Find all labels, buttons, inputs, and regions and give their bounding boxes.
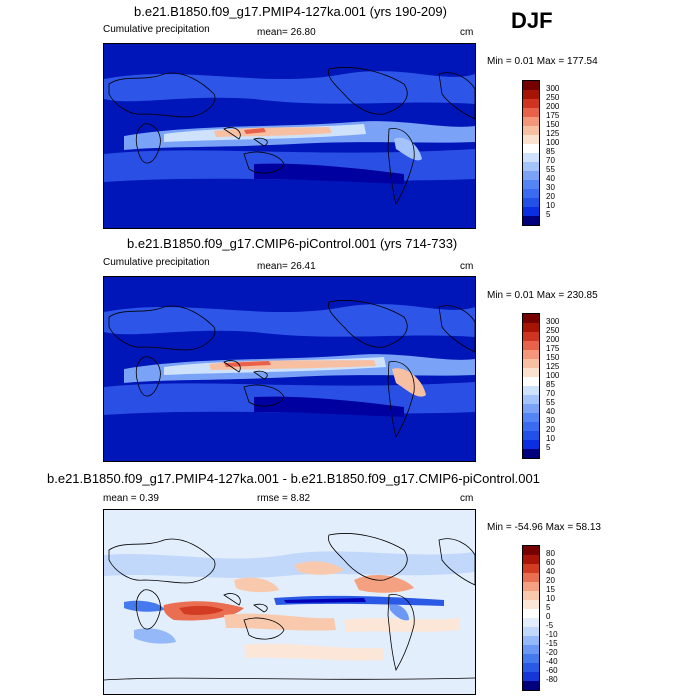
colorbar-tick-label: -10 [546, 630, 558, 639]
colorbar-tick-label: 20 [546, 576, 555, 585]
panel-3-colorbar-labels: 80 60 40 20 15 10 5 0 -5 -10 -15 -20 -40… [546, 550, 576, 690]
colorbar-tick-label: 100 [546, 371, 560, 380]
colorbar-tick-label: 175 [546, 111, 560, 120]
colorbar-tick-label: 125 [546, 129, 560, 138]
colorbar-tick-label: 10 [546, 594, 555, 603]
colorbar-tick-label: 10 [546, 201, 555, 210]
panel-3-difference-map [103, 509, 476, 695]
panel-2-left-label: Cumulative precipitation [103, 257, 210, 268]
colorbar-tick-label: 300 [546, 84, 560, 93]
colorbar-tick-label: 10 [546, 434, 555, 443]
colorbar-tick-label: 40 [546, 407, 555, 416]
panel-1-units: cm [460, 27, 474, 38]
colorbar-tick-label: 0 [546, 612, 551, 621]
panel-3-units: cm [460, 493, 474, 504]
panel-2-colorbar [522, 313, 540, 459]
panel-1-minmax: Min = 0.01 Max = 177.54 [487, 56, 598, 67]
colorbar-tick-label: 5 [546, 603, 551, 612]
panel-2-colorbar-labels: 300 250 200 175 150 125 100 85 70 55 40 … [546, 318, 576, 458]
panel-1-title: b.e21.B1850.f09_g17.PMIP4-127ka.001 (yrs… [134, 4, 447, 19]
colorbar-tick-label: 15 [546, 585, 555, 594]
colorbar-tick-label: 70 [546, 156, 555, 165]
colorbar-tick-label: 40 [546, 567, 555, 576]
colorbar-tick-label: 150 [546, 353, 560, 362]
panel-2-mean: mean= 26.41 [257, 261, 316, 272]
colorbar-tick-label: 85 [546, 147, 555, 156]
panel-1-precip-map [103, 43, 476, 229]
colorbar-tick-label: 5 [546, 210, 551, 219]
season-label: DJF [511, 8, 553, 33]
colorbar-tick-label: 5 [546, 443, 551, 452]
colorbar-tick-label: 250 [546, 93, 560, 102]
panel-3-mean: mean = 0.39 [103, 493, 159, 504]
colorbar-tick-label: 20 [546, 192, 555, 201]
colorbar-tick-label: 85 [546, 380, 555, 389]
colorbar-tick-label: 55 [546, 165, 555, 174]
colorbar-tick-label: 300 [546, 317, 560, 326]
colorbar-tick-label: 55 [546, 398, 555, 407]
colorbar-tick-label: 150 [546, 120, 560, 129]
colorbar-tick-label: 100 [546, 138, 560, 147]
colorbar-tick-label: 175 [546, 344, 560, 353]
colorbar-tick-label: 30 [546, 183, 555, 192]
panel-1-colorbar [522, 80, 540, 226]
colorbar-tick-label: -40 [546, 657, 558, 666]
colorbar-tick-label: -60 [546, 666, 558, 675]
colorbar-tick-label: -80 [546, 675, 558, 684]
panel-3-title: b.e21.B1850.f09_g17.PMIP4-127ka.001 - b.… [47, 471, 540, 486]
colorbar-tick-label: 30 [546, 416, 555, 425]
panel-2-units: cm [460, 261, 474, 272]
colorbar-tick-label: 20 [546, 425, 555, 434]
panel-2-title: b.e21.B1850.f09_g17.CMIP6-piControl.001 … [127, 236, 458, 251]
panel-2-minmax: Min = 0.01 Max = 230.85 [487, 290, 598, 301]
colorbar-tick-label: 250 [546, 326, 560, 335]
panel-1-colorbar-labels: 300 250 200 175 150 125 100 85 70 55 40 … [546, 85, 576, 225]
colorbar-tick-label: 80 [546, 549, 555, 558]
panel-3-rmse: rmse = 8.82 [257, 493, 311, 504]
colorbar-tick-label: -20 [546, 648, 558, 657]
colorbar-tick-label: 40 [546, 174, 555, 183]
colorbar-tick-label: -15 [546, 639, 558, 648]
colorbar-tick-label: -5 [546, 621, 554, 630]
colorbar-tick-label: 70 [546, 389, 555, 398]
panel-1-mean: mean= 26.80 [257, 27, 316, 38]
panel-2-precip-map [103, 276, 476, 462]
colorbar-tick-label: 200 [546, 102, 560, 111]
colorbar-tick-label: 200 [546, 335, 560, 344]
colorbar-tick-label: 125 [546, 362, 560, 371]
panel-3-minmax: Min = -54.96 Max = 58.13 [487, 522, 601, 533]
panel-3-colorbar [522, 545, 540, 691]
colorbar-tick-label: 60 [546, 558, 555, 567]
panel-1-left-label: Cumulative precipitation [103, 24, 210, 35]
